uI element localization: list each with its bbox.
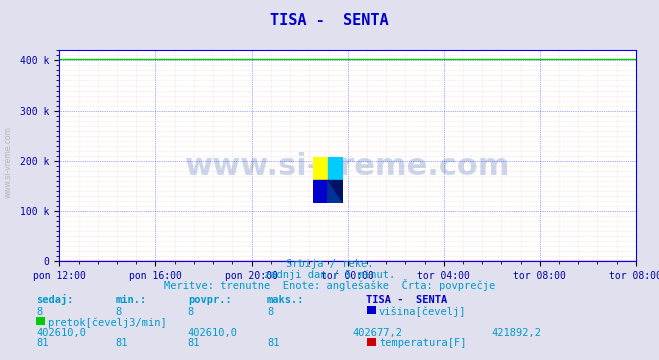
Text: Meritve: trenutne  Enote: anglešaške  Črta: povprečje: Meritve: trenutne Enote: anglešaške Črta… (164, 279, 495, 291)
Text: 8: 8 (115, 307, 121, 317)
Text: TISA -  SENTA: TISA - SENTA (366, 295, 447, 305)
Text: TISA -  SENTA: TISA - SENTA (270, 13, 389, 28)
Text: pretok[čevelj3/min]: pretok[čevelj3/min] (48, 317, 167, 328)
Text: 8: 8 (188, 307, 194, 317)
Text: zadnji dan / 5 minut.: zadnji dan / 5 minut. (264, 270, 395, 280)
Text: 402677,2: 402677,2 (353, 328, 403, 338)
Text: 421892,2: 421892,2 (491, 328, 541, 338)
Text: www.si-vreme.com: www.si-vreme.com (185, 152, 510, 181)
Text: 81: 81 (36, 338, 49, 348)
Text: temperatura[F]: temperatura[F] (379, 338, 467, 348)
Text: 81: 81 (188, 338, 200, 348)
Text: min.:: min.: (115, 295, 146, 305)
Text: Srbija / reke.: Srbija / reke. (286, 259, 373, 269)
Polygon shape (328, 157, 343, 180)
Text: 8: 8 (267, 307, 273, 317)
Text: 81: 81 (267, 338, 279, 348)
Text: povpr.:: povpr.: (188, 295, 231, 305)
Polygon shape (328, 180, 343, 203)
Text: 81: 81 (115, 338, 128, 348)
Text: maks.:: maks.: (267, 295, 304, 305)
Polygon shape (313, 180, 328, 203)
Text: višina[čevelj]: višina[čevelj] (379, 306, 467, 317)
Polygon shape (328, 180, 343, 203)
Polygon shape (313, 157, 328, 180)
Text: 402610,0: 402610,0 (188, 328, 238, 338)
Text: sedaj:: sedaj: (36, 294, 74, 305)
Text: www.si-vreme.com: www.si-vreme.com (3, 126, 13, 198)
Text: 402610,0: 402610,0 (36, 328, 86, 338)
Text: 8: 8 (36, 307, 42, 317)
